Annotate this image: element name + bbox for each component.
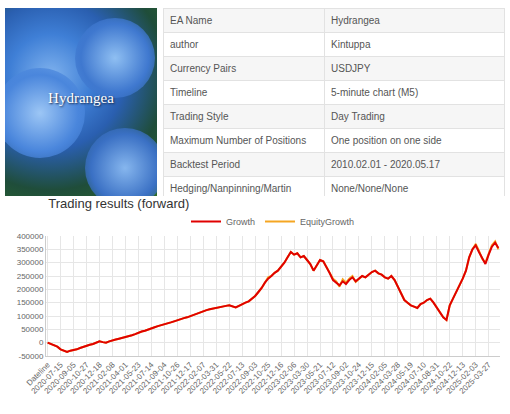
svg-text:2021-07-14: 2021-07-14	[120, 360, 156, 396]
svg-text:2022-09-03: 2022-09-03	[224, 360, 260, 396]
svg-text:100000: 100000	[17, 312, 44, 321]
html-text:Currency Pairs: Currency Pairs	[170, 63, 237, 74]
html-text:author: author	[170, 39, 199, 50]
svg-text:2023-10-24: 2023-10-24	[328, 360, 364, 396]
svg-text:200000: 200000	[17, 285, 44, 294]
svg-text:2021-04-01: 2021-04-01	[94, 360, 130, 396]
svg-text:2024-07-10: 2024-07-10	[393, 360, 429, 396]
html-text:USDJPY: USDJPY	[331, 63, 371, 74]
html-text:Day Trading: Day Trading	[331, 111, 385, 122]
html-text:Hydrangea: Hydrangea	[48, 90, 114, 106]
svg-text:2021-05-23: 2021-05-23	[107, 360, 143, 396]
html-text:2010.02.01 - 2020.05.17: 2010.02.01 - 2020.05.17	[331, 159, 440, 170]
svg-text:2020-07-15: 2020-07-15	[30, 360, 66, 396]
svg-text:2022-02-07: 2022-02-07	[172, 360, 208, 396]
svg-text:2024-05-19: 2024-05-19	[380, 360, 416, 396]
svg-text:2023-03-30: 2023-03-30	[276, 360, 312, 396]
svg-text:-50000: -50000	[18, 352, 43, 361]
svg-text:2020-09-05: 2020-09-05	[43, 360, 79, 396]
svg-text:2023-12-15: 2023-12-15	[341, 360, 377, 396]
svg-text:350000: 350000	[17, 245, 44, 254]
svg-text:2023-02-06: 2023-02-06	[263, 360, 299, 396]
svg-text:2023-09-02: 2023-09-02	[315, 360, 351, 396]
svg-text:2020-12-18: 2020-12-18	[68, 360, 104, 396]
html-text:Kintuppa: Kintuppa	[331, 39, 371, 50]
svg-text:EquityGrowth: EquityGrowth	[300, 217, 354, 227]
svg-text:2022-12-16: 2022-12-16	[250, 360, 286, 396]
svg-text:2025-03-27: 2025-03-27	[458, 360, 494, 396]
svg-text:2022-07-13: 2022-07-13	[211, 360, 247, 396]
svg-text:0: 0	[39, 338, 44, 347]
html-text:One position on one side: One position on one side	[331, 135, 442, 146]
svg-text:2021-10-26: 2021-10-26	[146, 360, 182, 396]
svg-text:2021-09-04: 2021-09-04	[133, 360, 169, 396]
svg-text:2025-02-03: 2025-02-03	[445, 360, 481, 396]
svg-text:300000: 300000	[17, 258, 44, 267]
svg-text:2021-12-17: 2021-12-17	[159, 360, 195, 396]
svg-text:2024-03-28: 2024-03-28	[367, 360, 403, 396]
svg-text:2021-02-08: 2021-02-08	[81, 360, 117, 396]
html-text:Hedging/Nanpinning/Martin: Hedging/Nanpinning/Martin	[170, 183, 292, 194]
html-text:Hydrangea: Hydrangea	[331, 15, 380, 26]
svg-text:50000: 50000	[21, 325, 44, 334]
svg-text:2024-02-05: 2024-02-05	[354, 360, 390, 396]
svg-text:150000: 150000	[17, 298, 44, 307]
html-text:Trading Style: Trading Style	[170, 111, 229, 122]
html-text:Backtest Period: Backtest Period	[170, 159, 240, 170]
svg-text:2024-12-13: 2024-12-13	[432, 360, 468, 396]
svg-text:Growth: Growth	[226, 217, 255, 227]
html-text:EA Name: EA Name	[170, 15, 213, 26]
svg-text:2024-08-31: 2024-08-31	[406, 360, 442, 396]
svg-text:Dateline: Dateline	[25, 360, 53, 388]
svg-text:2022-10-25: 2022-10-25	[237, 360, 273, 396]
html-text:None/None/None: None/None/None	[331, 183, 409, 194]
html-text:5-minute chart (M5): 5-minute chart (M5)	[331, 87, 419, 98]
svg-text:2023-05-21: 2023-05-21	[289, 360, 325, 396]
svg-text:2022-05-22: 2022-05-22	[198, 360, 234, 396]
svg-text:2022-03-31: 2022-03-31	[185, 360, 221, 396]
svg-text:Trading results (forward): Trading results (forward)	[48, 196, 189, 211]
svg-text:400000: 400000	[17, 232, 44, 241]
html-text:Timeline: Timeline	[170, 87, 208, 98]
svg-text:2023-07-12: 2023-07-12	[302, 360, 338, 396]
svg-text:2020-10-27: 2020-10-27	[55, 360, 91, 396]
svg-text:250000: 250000	[17, 272, 44, 281]
html-text:Maximum Number of Positions: Maximum Number of Positions	[170, 135, 307, 146]
svg-text:2024-10-22: 2024-10-22	[419, 360, 455, 396]
